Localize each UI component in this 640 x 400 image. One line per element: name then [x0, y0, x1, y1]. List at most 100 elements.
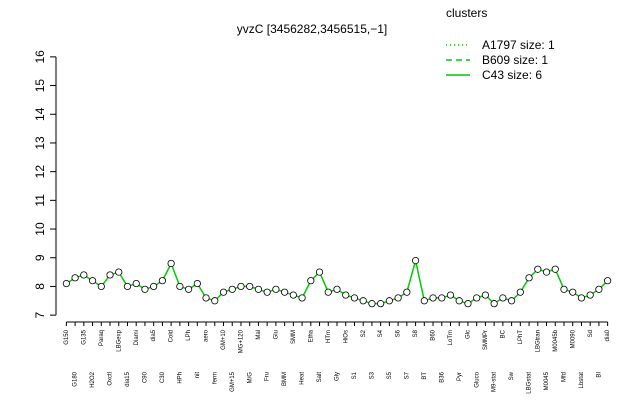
- x-tick-label: G135: [81, 329, 87, 344]
- data-point: [411, 257, 420, 265]
- legend-label: C43 size: 6: [482, 68, 542, 82]
- data-point: [534, 265, 542, 273]
- y-tick-label: 12: [33, 165, 47, 179]
- x-tick-label: M/G: [247, 372, 253, 384]
- x-tick-label: LPhT: [518, 330, 524, 345]
- data-point: [307, 277, 315, 285]
- data-point: [604, 277, 612, 285]
- x-tick-label: C30: [160, 371, 166, 383]
- y-tick-label: 11: [33, 194, 47, 207]
- legend-title: clusters: [446, 6, 487, 20]
- data-point: [281, 288, 289, 296]
- x-tick-label: Oxctl: [108, 372, 114, 386]
- data-point: [184, 285, 193, 293]
- x-tick-label: Gluco: [474, 371, 480, 387]
- data-point: [586, 291, 594, 299]
- data-point: [464, 300, 472, 308]
- data-point: [525, 274, 533, 282]
- data-point: [359, 297, 367, 305]
- data-point: [324, 288, 332, 296]
- data-point: [158, 277, 166, 285]
- data-point: [481, 291, 490, 299]
- x-tick-label: Gly: [335, 372, 341, 381]
- x-tick-label: S3: [369, 371, 375, 379]
- data-point: [569, 288, 577, 296]
- data-point: [246, 282, 254, 291]
- data-point: [123, 282, 132, 291]
- data-point: [115, 268, 123, 276]
- data-point: [219, 288, 228, 296]
- x-tick-label: S7: [404, 371, 410, 379]
- x-tick-label: BT: [422, 372, 428, 380]
- x-tick-label: LBGtran: [535, 330, 541, 352]
- x-tick-label: GM+15: [230, 371, 236, 392]
- x-tick-label: BI: [596, 372, 602, 378]
- data-point: [141, 285, 149, 293]
- x-tick-label: SMMPr: [483, 330, 489, 350]
- data-point: [62, 279, 70, 288]
- x-tick-label: Paraq: [99, 330, 105, 346]
- series-line: [65, 260, 609, 305]
- data-point: [289, 291, 297, 299]
- y-tick-label: 10: [33, 222, 47, 236]
- x-tick-label: M0045b: [553, 329, 559, 351]
- data-point: [228, 285, 236, 293]
- data-point: [403, 288, 411, 296]
- x-tick-label: dia5: [151, 329, 157, 341]
- data-point: [577, 294, 586, 302]
- x-tick-label: S8: [413, 329, 419, 337]
- x-tick-label: BC: [500, 329, 506, 338]
- x-tick-label: M0090: [570, 329, 576, 348]
- data-point: [272, 285, 280, 293]
- x-tick-label: Mal: [256, 330, 262, 340]
- x-tick-label: LoTm: [448, 330, 454, 345]
- data-point: [446, 291, 455, 299]
- x-tick-label: Lbstat: [579, 372, 585, 389]
- data-point: [508, 297, 516, 305]
- data-point: [132, 279, 140, 288]
- data-point: [71, 274, 79, 282]
- x-tick-label: HPh: [177, 372, 183, 384]
- data-point: [516, 288, 524, 296]
- x-tick-label: Sw: [509, 371, 515, 380]
- x-tick-label: Diami: [134, 330, 140, 345]
- data-point: [542, 268, 551, 276]
- y-tick-label: 15: [33, 79, 47, 93]
- y-tick-label: 16: [33, 50, 47, 64]
- data-point: [298, 294, 306, 302]
- data-point: [176, 282, 184, 291]
- x-tick-label: S2: [361, 329, 367, 337]
- x-tick-label: HiOs: [343, 330, 349, 343]
- x-tick-label: Sd: [588, 330, 594, 337]
- data-point: [377, 300, 385, 308]
- x-tick-label: Salt: [317, 372, 323, 383]
- x-tick-label: BMM: [282, 372, 288, 386]
- x-tick-label: H2O2: [90, 371, 96, 387]
- data-point: [385, 297, 393, 305]
- chart-title: yvzC [3456282,3456515,−1]: [237, 22, 387, 36]
- data-point: [350, 294, 359, 302]
- data-point: [167, 259, 175, 268]
- x-tick-label: ferm: [212, 372, 218, 384]
- legend-label: A1797 size: 1: [482, 38, 555, 52]
- x-tick-label: G150: [64, 329, 70, 344]
- x-tick-label: G180: [73, 371, 79, 386]
- x-tick-label: LBGstat: [527, 372, 533, 394]
- x-tick-label: M9-stat: [492, 372, 498, 392]
- data-point: [150, 282, 158, 291]
- data-point: [315, 268, 324, 276]
- data-point: [80, 271, 88, 279]
- data-point: [106, 271, 114, 279]
- data-point: [455, 297, 463, 305]
- data-point: [420, 297, 428, 305]
- x-tick-label: MG+120: [239, 329, 245, 353]
- data-point: [333, 285, 341, 293]
- data-point: [193, 279, 201, 288]
- data-point: [473, 294, 481, 302]
- y-tick-label: 8: [33, 283, 47, 290]
- data-point: [551, 265, 559, 273]
- x-tick-label: HTm: [326, 330, 332, 343]
- x-tick-label: S5: [387, 371, 393, 379]
- x-tick-label: S1: [352, 371, 358, 379]
- x-tick-label: Cold: [169, 330, 175, 342]
